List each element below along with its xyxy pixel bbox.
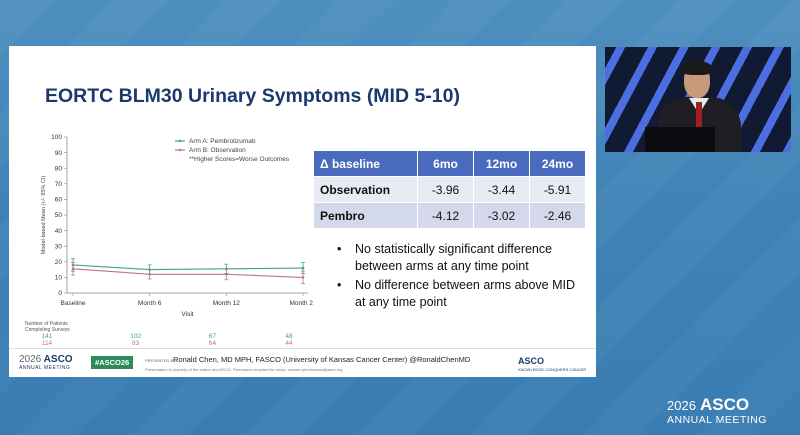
- table-cell: -4.12: [417, 202, 474, 229]
- patients-count-arm-a: 48: [285, 333, 293, 340]
- line-chart: 0 10 20 30 40 50 60 70 80 90 100 Model-based Mean (…: [23, 129, 313, 347]
- data-point: [301, 266, 305, 270]
- copyright-text: Presentation is property of the author a…: [145, 367, 343, 372]
- patients-count-arm-a: 67: [209, 333, 217, 340]
- patients-count-arm-b: 44: [285, 340, 293, 347]
- x-tick-label: Month 12: [213, 300, 240, 307]
- presentation-slide: EORTC BLM30 Urinary Symptoms (MID 5-10) …: [9, 46, 596, 377]
- x-tick-label: Baseline: [61, 300, 86, 307]
- table-row: Pembro -4.12 -3.02 -2.46: [313, 202, 586, 229]
- table-header-row: Δ baseline 6mo 12mo 24mo: [313, 150, 586, 177]
- series-line: [72, 268, 304, 278]
- legend-label: Arm A: Pembrolizumab: [189, 138, 256, 145]
- speaker-video: [605, 47, 791, 152]
- y-tick-label: 60: [55, 197, 63, 204]
- data-point: [301, 276, 305, 279]
- table-cell: -2.46: [529, 202, 586, 229]
- asco-sub-small: ANNUAL MEETING: [19, 365, 71, 371]
- y-tick-label: 100: [51, 134, 62, 141]
- presenter-prefix: PRESENTED BY:: [145, 358, 177, 363]
- y-tick-label: 0: [58, 290, 62, 297]
- meeting-year: 2026: [667, 398, 696, 413]
- y-tick-label: 10: [55, 275, 63, 282]
- meeting-name: ASCO: [700, 395, 750, 414]
- x-tick-label: Month 24: [289, 300, 313, 307]
- table-header-cell: Δ baseline: [313, 150, 418, 177]
- y-tick-label: 50: [55, 212, 63, 219]
- asco-name: ASCO: [43, 354, 73, 365]
- bullet-item: No difference between arms above MID at …: [335, 277, 580, 311]
- table-cell: -3.96: [417, 176, 474, 203]
- meeting-subtitle: ANNUAL MEETING: [667, 414, 767, 426]
- slide-footer: 2026 ASCO ANNUAL MEETING #ASCO26 PRESENT…: [9, 350, 596, 377]
- legend-label: Arm B: Observation: [189, 147, 246, 154]
- y-tick-label: 80: [55, 165, 63, 172]
- y-tick-label: 30: [55, 243, 63, 250]
- asco-year: 2026: [19, 354, 42, 365]
- y-tick-label: 40: [55, 228, 63, 235]
- table-header-cell: 12mo: [473, 150, 530, 177]
- speaker-hair: [682, 61, 712, 75]
- x-axis-label: Visit: [181, 311, 193, 318]
- data-point: [148, 272, 151, 276]
- patients-count-arm-a: 102: [130, 333, 141, 340]
- row-label: Observation: [313, 176, 418, 203]
- row-label: Pembro: [313, 202, 418, 229]
- chart-svg: 0 10 20 30 40 50 60 70 80 90 100 Model-based Mean (…: [25, 134, 313, 347]
- speaker-tie: [696, 102, 702, 142]
- table-cell: -5.91: [529, 176, 586, 203]
- bullet-list: No statistically significant difference …: [335, 241, 580, 313]
- series-line: [72, 264, 304, 271]
- patients-count-arm-b: 83: [132, 340, 140, 347]
- patients-label: Number of Patients: [25, 321, 68, 327]
- y-tick-label: 70: [55, 181, 63, 188]
- patients-count-arm-b: 114: [42, 340, 53, 347]
- table-cell: -3.44: [473, 176, 530, 203]
- delta-baseline-table: Δ baseline 6mo 12mo 24mo Observation -3.…: [313, 150, 586, 229]
- bullet-item: No statistically significant difference …: [335, 241, 580, 275]
- y-tick-label: 90: [55, 150, 63, 157]
- table-header-cell: 6mo: [417, 150, 474, 177]
- patients-count-arm-b: 64: [209, 340, 217, 347]
- asco-logo-right: ASCO: [518, 356, 545, 366]
- asco-logo-small: 2026 ASCO: [19, 354, 73, 365]
- asco-tagline: KNOWLEDGE CONQUERS CANCER: [518, 367, 587, 372]
- legend-note: **Higher Scores=Worse Outcomes: [189, 156, 290, 163]
- table-row: Observation -3.96 -3.44 -5.91: [313, 176, 586, 203]
- hashtag-badge: #ASCO26: [91, 356, 134, 369]
- y-axis-label: Model-based Mean (+/- 95% CI): [41, 176, 47, 255]
- legend-marker: [178, 139, 182, 143]
- meeting-logo: 2026 ASCO: [667, 395, 749, 415]
- podium: [645, 127, 715, 152]
- table-cell: -3.02: [473, 202, 530, 229]
- legend-marker: [178, 148, 182, 152]
- patients-count-arm-a: 141: [42, 333, 53, 340]
- x-tick-label: Month 6: [138, 300, 162, 307]
- table-header-cell: 24mo: [529, 150, 586, 177]
- data-point: [71, 267, 75, 271]
- patients-label: Completing Surveys: [25, 327, 70, 333]
- footer-divider: [9, 348, 596, 349]
- data-point: [225, 272, 228, 276]
- presenter-name: Ronald Chen, MD MPH, FASCO (University o…: [173, 355, 471, 364]
- slide-title: EORTC BLM30 Urinary Symptoms (MID 5-10): [45, 85, 460, 107]
- y-tick-label: 20: [55, 259, 63, 266]
